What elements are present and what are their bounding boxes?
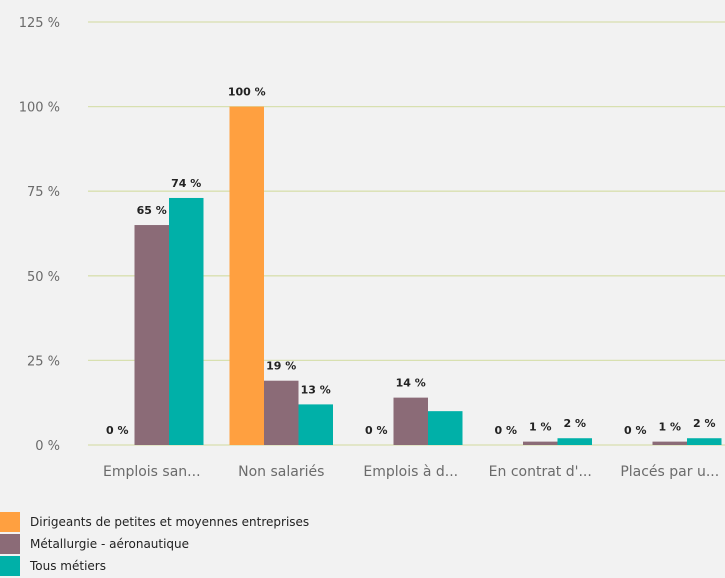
x-category-label: En contrat d'... [489,464,592,480]
bar [264,380,299,445]
data-label: 2 % [693,417,716,430]
x-axis-category-labels: Emplois san... Non salariés Emplois à d...… [103,464,719,480]
y-tick-label: 100 % [19,101,60,116]
data-label: 0 % [365,424,388,437]
bar [134,225,169,445]
bar [393,397,428,445]
data-label: 1 % [658,421,681,434]
legend-item-metallurgie[interactable]: Métallurgie - aéronautique [0,533,309,555]
legend-label: Tous métiers [30,559,106,573]
data-label: 0 % [624,424,647,437]
data-label: 74 % [171,177,201,190]
y-tick-label: 125 % [19,16,60,31]
bar [229,106,264,445]
legend-swatch [0,534,20,554]
x-category-label: Emplois à d... [363,464,458,480]
bar [652,441,687,445]
legend-item-tous-metiers[interactable]: Tous métiers [0,555,309,577]
legend-item-dirigeants[interactable]: Dirigeants de petites et moyennes entrep… [0,511,309,533]
legend: Dirigeants de petites et moyennes entrep… [0,511,309,577]
bar [687,438,722,445]
data-label: 13 % [301,383,331,396]
x-category-label: Placés par u... [620,464,719,480]
data-label: 14 % [396,377,426,390]
data-label: 19 % [266,360,296,373]
y-tick-label: 0 % [35,439,60,454]
legend-label: Dirigeants de petites et moyennes entrep… [30,515,310,529]
bar-chart: 0 % 25 % 50 % 75 % 100 % 125 % 0 % 65 % 74 % 100… [19,16,725,480]
y-axis-tick-labels: 0 % 25 % 50 % 75 % 100 % 125 % [19,16,60,454]
y-tick-label: 50 % [27,270,60,285]
legend-swatch [0,556,20,576]
y-tick-label: 75 % [27,185,60,200]
data-label: 0 % [494,424,517,437]
data-label: 100 % [228,86,266,99]
x-category-label: Non salariés [238,464,324,480]
y-tick-label: 25 % [27,354,60,369]
bar [428,411,463,445]
data-label: 1 % [529,421,552,434]
legend-label: Métallurgie - aéronautique [30,537,190,551]
data-label: 0 % [106,424,129,437]
bars [134,106,722,445]
data-labels: 0 % 65 % 74 % 100 % 19 % 13 % 0 % 14 % 0 % 1 % 2 %… [106,86,716,437]
data-label: 2 % [563,417,586,430]
x-category-label: Emplois san... [103,464,201,480]
data-label: 65 % [137,204,167,217]
bar [298,404,333,445]
bar [169,197,204,445]
bar [523,441,558,445]
bar [557,438,592,445]
legend-swatch [0,512,20,532]
